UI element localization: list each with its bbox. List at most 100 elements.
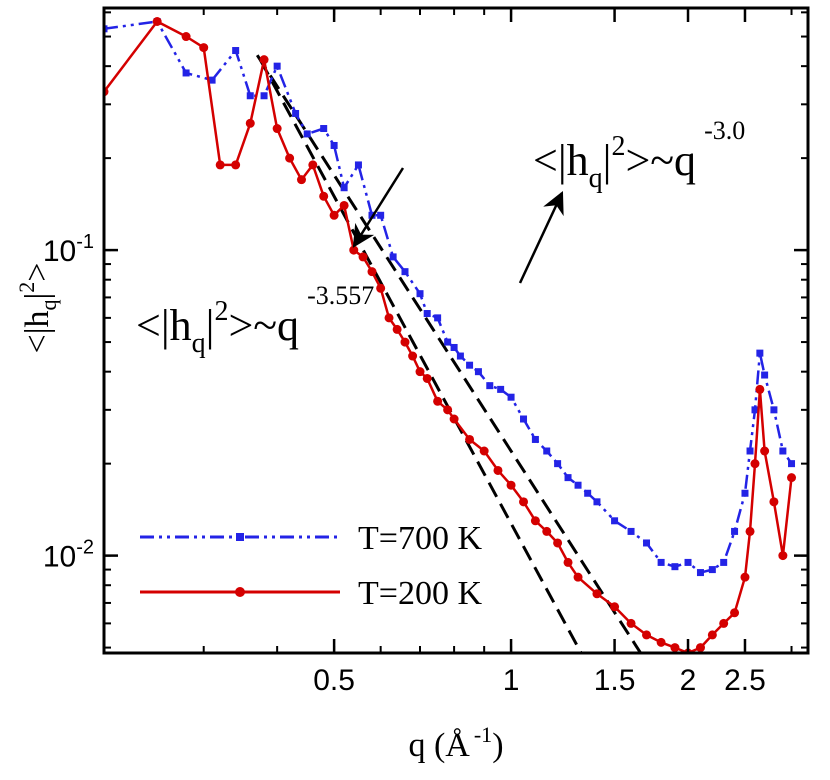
legend: T=700 K T=200 K <box>140 520 482 612</box>
data-point <box>506 480 516 490</box>
data-point <box>756 349 764 357</box>
data-point <box>433 396 443 406</box>
data-point <box>474 368 482 376</box>
data-point <box>573 572 583 582</box>
data-point <box>592 589 602 599</box>
data-point <box>444 338 452 346</box>
data-point <box>719 618 729 628</box>
plot-frame <box>102 6 810 655</box>
fit-line-fit-3.0 <box>255 54 643 653</box>
data-point <box>152 17 162 27</box>
data-point <box>330 141 338 149</box>
plot-area <box>104 8 808 653</box>
data-point <box>695 643 705 653</box>
data-point <box>611 517 619 525</box>
x-tick-label: 0.5 <box>313 664 355 697</box>
x-axis-title-exp: -1 <box>474 722 492 747</box>
data-point <box>530 516 540 526</box>
data-point <box>574 481 582 489</box>
data-point <box>642 630 652 640</box>
data-point <box>584 489 592 497</box>
data-point <box>564 474 572 482</box>
data-point <box>367 267 377 277</box>
x-tick-label: 2 <box>680 664 697 697</box>
data-point <box>745 526 755 536</box>
data-point <box>788 460 796 468</box>
data-point <box>708 566 716 574</box>
data-point <box>423 310 431 318</box>
legend-label-200k: T=200 K <box>358 575 482 612</box>
data-point <box>466 361 474 369</box>
data-point <box>770 406 778 414</box>
fit-line-fit-3.557 <box>259 59 583 653</box>
series-1 <box>104 17 797 653</box>
data-point <box>319 191 329 201</box>
data-point <box>670 643 680 653</box>
x-tick-label: 1.5 <box>594 664 636 697</box>
x-axis-title-prefix: q (Å <box>408 727 470 764</box>
data-point <box>303 130 311 138</box>
data-point <box>354 161 362 169</box>
data-point <box>542 526 552 536</box>
data-point <box>292 109 300 117</box>
data-point <box>657 558 665 566</box>
data-point <box>339 200 349 210</box>
data-point <box>232 47 240 55</box>
x-axis-title: q (Å -1) <box>408 722 503 764</box>
data-point <box>543 447 551 455</box>
data-point <box>208 76 216 84</box>
legend-label-700k: T=700 K <box>358 520 482 557</box>
legend-entry-200k: T=200 K <box>140 575 482 612</box>
data-point <box>308 160 318 170</box>
major-ticks <box>104 8 808 653</box>
data-point <box>401 268 409 276</box>
data-point <box>627 527 635 535</box>
data-point <box>465 434 475 444</box>
data-point <box>450 343 458 351</box>
data-point <box>507 393 515 401</box>
data-point <box>730 608 740 618</box>
data-point <box>497 385 505 393</box>
data-point <box>769 497 779 507</box>
data-point <box>643 539 651 547</box>
data-point <box>760 446 770 456</box>
data-point <box>273 62 281 70</box>
y-axis-title: <|hq|2> <box>14 263 61 354</box>
arrow-fit-3.0 <box>518 190 564 284</box>
data-point <box>449 414 459 424</box>
x-tick-label: 2.5 <box>724 664 766 697</box>
data-point <box>656 637 666 647</box>
data-point <box>626 618 636 628</box>
annotation-fit-3.0: <|hq|2>~q-3.0 <box>533 116 745 194</box>
data-point <box>260 92 268 100</box>
data-point <box>415 367 425 377</box>
data-point <box>761 371 769 379</box>
data-point <box>779 447 787 455</box>
data-point <box>741 489 749 497</box>
data-point <box>755 384 765 394</box>
data-point <box>384 313 394 323</box>
data-point <box>456 352 464 360</box>
data-series <box>104 17 797 653</box>
x-tick-label: 1 <box>503 664 520 697</box>
data-point <box>408 351 418 361</box>
data-point <box>400 337 410 347</box>
data-point <box>349 245 359 255</box>
data-point <box>181 32 191 42</box>
x-tick-labels: 0.5 1 1.5 2 2.5 <box>313 664 766 697</box>
data-point <box>320 125 328 133</box>
data-point <box>104 25 108 33</box>
legend-entry-700k: T=700 K <box>140 520 482 557</box>
data-point <box>377 211 385 219</box>
y-tick-label: 10-2 <box>43 537 94 574</box>
data-point <box>422 373 432 383</box>
data-point <box>778 551 788 561</box>
data-point <box>746 447 754 455</box>
data-point <box>434 314 442 322</box>
data-point <box>416 290 424 298</box>
data-point <box>182 69 190 77</box>
data-point <box>493 465 503 475</box>
data-point <box>610 602 620 612</box>
data-point <box>520 415 528 423</box>
data-point <box>376 283 386 293</box>
